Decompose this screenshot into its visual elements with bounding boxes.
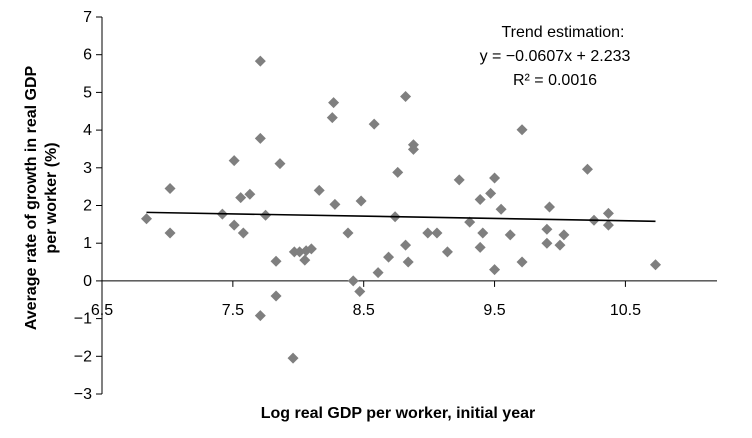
data-point [355, 195, 367, 207]
data-point [402, 256, 414, 268]
data-point [516, 124, 528, 136]
data-point [650, 259, 661, 271]
data-points [140, 55, 661, 364]
y-axis-ticks: −3 −2 −1 0 1 2 3 4 5 6 7 [74, 9, 102, 403]
data-point [274, 158, 286, 170]
data-point [235, 192, 247, 204]
data-point [270, 290, 282, 302]
data-point [329, 198, 341, 210]
annotation-title: Trend estimation: [501, 24, 624, 41]
y-tick-label: 0 [83, 273, 92, 290]
data-point [474, 193, 486, 205]
data-point [544, 201, 556, 213]
data-point [260, 209, 272, 221]
y-tick-label: 1 [83, 235, 92, 252]
data-point [516, 256, 528, 268]
x-tick-label: 6.5 [91, 302, 113, 319]
trend-line [146, 211, 656, 223]
x-tick-label: 7.5 [222, 302, 244, 319]
data-point [313, 184, 325, 196]
data-point [392, 166, 404, 178]
data-point [244, 188, 256, 200]
y-tick-label: 3 [83, 160, 92, 177]
data-point [164, 227, 176, 239]
annotation-r-squared: R² = 0.0016 [513, 72, 597, 89]
data-point [237, 227, 249, 239]
data-point [270, 255, 282, 267]
data-point [489, 264, 501, 276]
data-point [287, 352, 299, 364]
data-point [254, 310, 266, 322]
data-point [299, 254, 311, 266]
y-tick-label: −2 [74, 348, 92, 365]
y-tick-label: 4 [83, 122, 92, 139]
data-point [354, 285, 366, 297]
data-point [342, 227, 354, 239]
y-tick-label: −1 [74, 311, 92, 328]
data-point [228, 155, 240, 167]
data-point [347, 275, 359, 287]
data-point [541, 237, 553, 249]
data-point [602, 207, 614, 219]
data-point [254, 55, 266, 67]
data-point [228, 219, 240, 231]
data-point [305, 243, 317, 255]
data-point [581, 163, 593, 175]
x-tick-label: 8.5 [353, 302, 375, 319]
y-tick-label: 6 [83, 47, 92, 64]
y-axis-title: Average rate of growth in real GDP per w… [23, 65, 60, 330]
data-point [558, 229, 570, 241]
y-tick-label: 7 [83, 9, 92, 26]
axes: −3 −2 −1 0 1 2 3 4 5 6 7 6.5 7.5 8.5 9.5 10.5 [74, 9, 717, 403]
x-axis-title: Log real GDP per worker, initial year [261, 405, 535, 422]
data-point [422, 227, 434, 239]
data-point [485, 187, 497, 199]
y-axis-title-line-1: Average rate of growth in real GDP [23, 65, 40, 330]
data-point [400, 239, 412, 251]
data-point [477, 227, 489, 239]
data-point [407, 143, 419, 155]
data-point [464, 216, 476, 228]
data-point [431, 227, 443, 239]
data-point [164, 183, 176, 195]
data-point [328, 97, 340, 109]
data-point [541, 223, 553, 235]
data-point [254, 132, 266, 144]
data-point [602, 219, 614, 231]
data-point [504, 229, 516, 241]
data-point [326, 112, 338, 124]
y-axis-title-line-2: per worker (%) [43, 142, 60, 253]
x-axis-ticks: 6.5 7.5 8.5 9.5 10.5 [91, 280, 641, 319]
data-point [372, 267, 384, 279]
data-point [554, 239, 566, 251]
x-tick-label: 10.5 [610, 302, 641, 319]
data-point [489, 172, 501, 184]
data-point [400, 91, 412, 103]
y-tick-label: 2 [83, 198, 92, 215]
data-point [383, 251, 395, 263]
y-tick-label: 5 [83, 84, 92, 101]
data-point [495, 203, 507, 215]
data-point [441, 246, 453, 258]
x-tick-label: 9.5 [483, 302, 505, 319]
annotation-equation: y = −0.0607x + 2.233 [480, 48, 631, 65]
data-point [474, 241, 486, 253]
y-tick-label: −3 [74, 386, 92, 403]
data-point [368, 118, 380, 130]
data-point [453, 174, 465, 186]
data-point [140, 213, 152, 225]
